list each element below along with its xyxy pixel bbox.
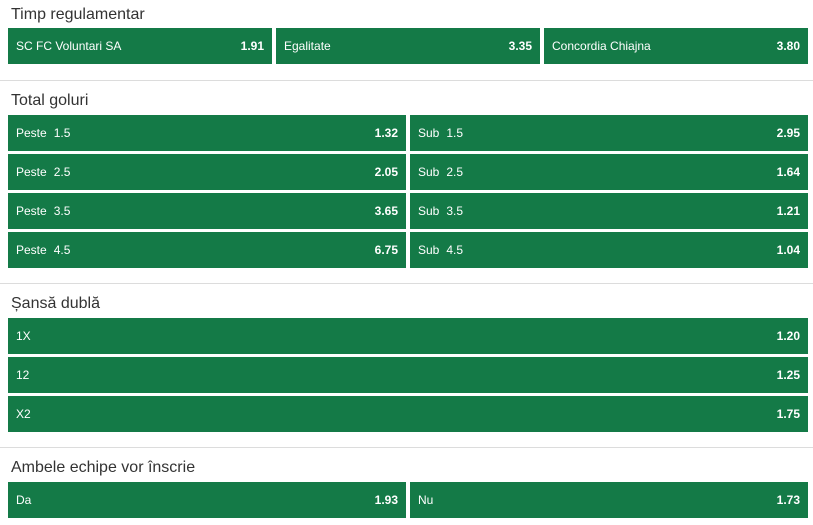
- odd-label: Sub 2.5: [418, 165, 463, 179]
- odd-label-type: Peste: [16, 204, 47, 218]
- odd-value: 1.32: [374, 126, 398, 140]
- odd-button-under-4-5[interactable]: Sub 4.5 1.04: [410, 232, 808, 268]
- odd-button-over-2-5[interactable]: Peste 2.5 2.05: [8, 154, 406, 190]
- odd-label: Peste 2.5: [16, 165, 70, 179]
- odd-label: Nu: [418, 493, 434, 507]
- odd-label-type: Peste: [16, 243, 47, 257]
- odd-label-type: Sub: [418, 126, 440, 140]
- odd-line: 4.5: [53, 243, 71, 257]
- odd-label: Concordia Chiajna: [552, 39, 651, 53]
- section-divider: [0, 447, 813, 448]
- odd-button-yes[interactable]: Da 1.93: [8, 482, 406, 518]
- market-title-total-goals: Total goluri: [11, 92, 89, 109]
- odd-button-x2[interactable]: X2 1.75: [8, 396, 808, 432]
- odd-button-1x[interactable]: 1X 1.20: [8, 318, 808, 354]
- odd-label-type: Sub: [418, 165, 440, 179]
- odd-button-no[interactable]: Nu 1.73: [410, 482, 808, 518]
- odd-value: 3.80: [776, 39, 800, 53]
- odd-value: 2.05: [374, 165, 398, 179]
- odd-button-12[interactable]: 12 1.25: [8, 357, 808, 393]
- odd-line: 1.5: [53, 126, 71, 140]
- odd-label: X2: [16, 407, 31, 421]
- odd-label: Egalitate: [284, 39, 331, 53]
- odd-value: 1.64: [776, 165, 800, 179]
- odd-label: Peste 4.5: [16, 243, 70, 257]
- market-title-both-teams-score: Ambele echipe vor înscrie: [11, 459, 196, 476]
- odd-value: 1.04: [776, 243, 800, 257]
- odd-line: 4.5: [446, 243, 464, 257]
- odd-label-type: Peste: [16, 126, 47, 140]
- odd-button-under-3-5[interactable]: Sub 3.5 1.21: [410, 193, 808, 229]
- odd-line: 1.5: [446, 126, 464, 140]
- odd-value: 1.25: [776, 368, 800, 382]
- section-divider: [0, 283, 813, 284]
- odd-button-draw[interactable]: Egalitate 3.35: [276, 28, 540, 64]
- section-divider: [0, 80, 813, 81]
- odd-button-under-1-5[interactable]: Sub 1.5 2.95: [410, 115, 808, 151]
- odd-label: 1X: [16, 329, 31, 343]
- market-title-regular-time: Timp regulamentar: [11, 6, 145, 23]
- odd-label-type: Sub: [418, 204, 440, 218]
- odd-label-type: Peste: [16, 165, 47, 179]
- odd-label: 12: [16, 368, 30, 382]
- odd-label: Da: [16, 493, 32, 507]
- odd-label: Sub 3.5: [418, 204, 463, 218]
- odd-value: 3.35: [508, 39, 532, 53]
- odd-value: 1.73: [776, 493, 800, 507]
- odd-button-under-2-5[interactable]: Sub 2.5 1.64: [410, 154, 808, 190]
- odd-label: SC FC Voluntari SA: [16, 39, 122, 53]
- odd-button-over-1-5[interactable]: Peste 1.5 1.32: [8, 115, 406, 151]
- odd-value: 1.21: [776, 204, 800, 218]
- odd-value: 3.65: [374, 204, 398, 218]
- market-title-double-chance: Șansă dublă: [11, 295, 100, 312]
- odd-value: 6.75: [374, 243, 398, 257]
- odd-button-over-4-5[interactable]: Peste 4.5 6.75: [8, 232, 406, 268]
- odd-button-away[interactable]: Concordia Chiajna 3.80: [544, 28, 808, 64]
- odd-line: 3.5: [53, 204, 71, 218]
- odd-label-type: Sub: [418, 243, 440, 257]
- odd-line: 2.5: [53, 165, 71, 179]
- odd-button-home[interactable]: SC FC Voluntari SA 1.91: [8, 28, 272, 64]
- odd-value: 2.95: [776, 126, 800, 140]
- odd-label: Peste 3.5: [16, 204, 70, 218]
- odd-value: 1.91: [240, 39, 264, 53]
- odd-button-over-3-5[interactable]: Peste 3.5 3.65: [8, 193, 406, 229]
- odd-line: 3.5: [446, 204, 464, 218]
- odd-value: 1.20: [776, 329, 800, 343]
- odd-value: 1.93: [374, 493, 398, 507]
- odd-line: 2.5: [446, 165, 464, 179]
- odd-value: 1.75: [776, 407, 800, 421]
- odd-label: Sub 1.5: [418, 126, 463, 140]
- odd-label: Peste 1.5: [16, 126, 70, 140]
- odd-label: Sub 4.5: [418, 243, 463, 257]
